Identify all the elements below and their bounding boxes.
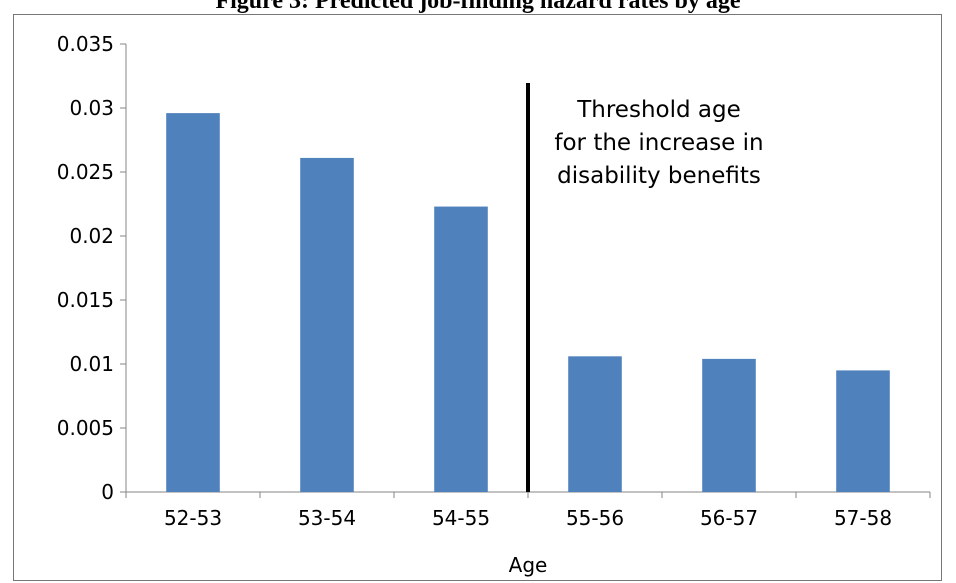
bar-53-54 [300, 157, 354, 493]
annotation-line: disability benefits [557, 163, 761, 189]
bar-52-53 [166, 113, 220, 493]
x-tick-label: 54-55 [432, 506, 490, 530]
y-tick-label: 0.01 [69, 352, 114, 376]
x-tick-label: 56-57 [700, 506, 758, 530]
bar-57-58 [836, 370, 890, 492]
bar-55-56 [568, 356, 622, 492]
y-tick-label: 0.03 [69, 96, 114, 120]
chart-title: Figure 3: Predicted job-finding hazard r… [215, 0, 741, 14]
x-axis-title: Age [509, 553, 548, 577]
bar-56-57 [702, 358, 756, 492]
category-labels: 52-53 53-54 54-55 55-56 56-57 57-58 [164, 506, 892, 530]
y-ticks: 0 0.005 0.01 0.015 0.02 0.025 0.03 0.035 [57, 32, 126, 504]
x-tick-label: 55-56 [566, 506, 624, 530]
x-tick-label: 57-58 [834, 506, 892, 530]
threshold-annotation: Threshold age for the increase in disabili… [554, 97, 763, 189]
x-tick-label: 53-54 [298, 506, 356, 530]
y-tick-label: 0.005 [57, 416, 114, 440]
bar-54-55 [434, 206, 488, 492]
y-tick-label: 0.035 [57, 32, 114, 56]
y-tick-label: 0 [101, 480, 114, 504]
x-tick-label: 52-53 [164, 506, 222, 530]
annotation-line: Threshold age [576, 97, 741, 123]
y-tick-label: 0.015 [57, 288, 114, 312]
annotation-line: for the increase in [554, 130, 763, 156]
x-ticks [125, 492, 931, 498]
bars [166, 113, 890, 493]
y-tick-label: 0.02 [69, 224, 114, 248]
y-tick-label: 0.025 [57, 160, 114, 184]
